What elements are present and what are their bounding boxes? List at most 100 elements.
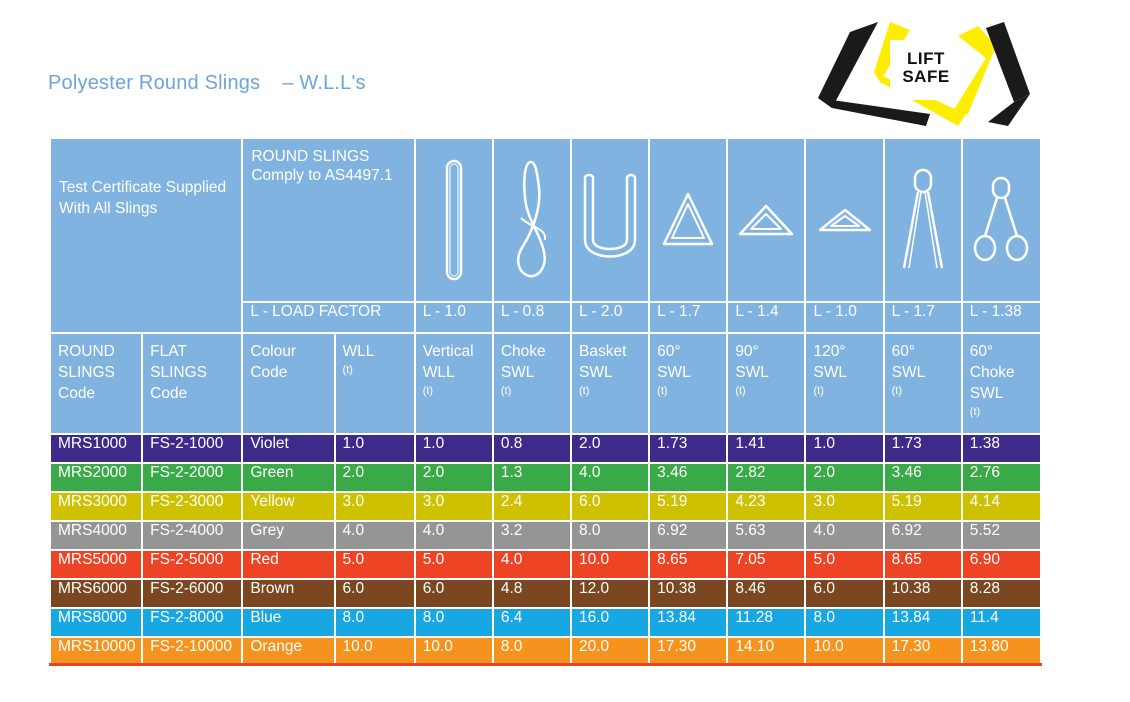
column-header-line: FLAT bbox=[150, 343, 187, 360]
table-cell: 4.0 bbox=[491, 549, 573, 580]
certificate-note: Test Certificate Supplied With All Sling… bbox=[48, 137, 244, 334]
table-cell: 13.84 bbox=[882, 607, 963, 638]
table-cell: Red bbox=[241, 549, 336, 580]
load-factor-cell: L - 2.0 bbox=[569, 301, 651, 334]
table-cell: 11.28 bbox=[726, 607, 807, 638]
choke-sling-icon bbox=[491, 137, 573, 303]
table-cell: 2.82 bbox=[726, 462, 807, 493]
column-header-line: Choke bbox=[969, 364, 1015, 381]
table-cell: MRS2000 bbox=[48, 462, 144, 493]
load-factor-cell: L - 1.7 bbox=[648, 301, 729, 334]
table-cell: 2.0 bbox=[413, 462, 494, 493]
column-header-line: 60° bbox=[657, 343, 681, 360]
table-cell: 6.0 bbox=[413, 578, 494, 609]
table-cell: MRS6000 bbox=[48, 578, 144, 609]
table-cell: 6.4 bbox=[491, 607, 573, 638]
table-row: MRS10000 FS-2-10000 Orange 10.0 10.0 8.0 20.0 1… bbox=[48, 636, 1043, 667]
page-title: Polyester Round Slings – W.L.L's bbox=[48, 72, 366, 95]
table-cell: 4.14 bbox=[960, 491, 1043, 522]
column-header: Basket SWL (t) bbox=[569, 332, 651, 435]
column-header: 60° SWL (t) bbox=[882, 332, 963, 435]
table-cell: Grey bbox=[241, 520, 336, 551]
column-header-line: SWL bbox=[735, 364, 769, 381]
table-cell: 8.65 bbox=[882, 549, 963, 580]
table-cell: 2.0 bbox=[333, 462, 416, 493]
table-cell: MRS3000 bbox=[48, 491, 144, 522]
table-cell: 2.0 bbox=[569, 433, 651, 464]
table-cell: Blue bbox=[241, 607, 336, 638]
column-header-line: Code bbox=[58, 385, 96, 402]
column-header-line: WLL bbox=[342, 343, 375, 360]
title-sub: – W.L.L's bbox=[282, 72, 366, 94]
column-header-line: SWL bbox=[813, 364, 848, 381]
column-header: Choke SWL (t) bbox=[491, 332, 573, 435]
table-cell: 3.0 bbox=[804, 491, 885, 522]
table-cell: 1.3 bbox=[491, 462, 573, 493]
load-factor-cell: L - 1.38 bbox=[960, 301, 1043, 334]
column-unit: (t) bbox=[500, 385, 512, 397]
logo-text: LIFT SAFE bbox=[894, 50, 958, 86]
table-cell: 5.0 bbox=[333, 549, 416, 580]
table-cell: 4.0 bbox=[333, 520, 416, 551]
table-cell: 5.63 bbox=[726, 520, 807, 551]
table-cell: 8.0 bbox=[491, 636, 573, 667]
table-cell: 8.0 bbox=[333, 607, 416, 638]
table-cell: 1.73 bbox=[882, 433, 963, 464]
column-header-line: Vertical bbox=[422, 343, 474, 360]
table-row: MRS5000 FS-2-5000 Red 5.0 5.0 4.0 10.0 8.65 7.05… bbox=[48, 549, 1043, 580]
column-header: FLAT SLINGS Code bbox=[141, 332, 244, 435]
table-cell: Green bbox=[241, 462, 336, 493]
table-row: MRS1000 FS-2-1000 Violet 1.0 1.0 0.8 2.0 1.73 1.… bbox=[48, 433, 1043, 464]
column-header-line: 60° bbox=[969, 343, 994, 360]
logo-line1: LIFT bbox=[907, 49, 945, 68]
table-cell: 11.4 bbox=[960, 607, 1043, 638]
basket-sling-icon bbox=[569, 137, 651, 303]
sling-wll-table: Test Certificate Supplied With All Sling… bbox=[48, 137, 1043, 667]
table-cell: 10.38 bbox=[648, 578, 729, 609]
table-cell: MRS10000 bbox=[48, 636, 144, 667]
column-header-line: Code bbox=[250, 364, 288, 381]
vertical-sling-icon bbox=[413, 137, 494, 303]
table-cell: 5.0 bbox=[413, 549, 494, 580]
table-cell: FS-2-8000 bbox=[141, 607, 244, 638]
column-header-line: Code bbox=[150, 385, 188, 402]
column-header: ROUND SLINGS Code bbox=[48, 332, 144, 435]
column-header-line: ROUND bbox=[58, 343, 115, 360]
table-cell: 3.2 bbox=[491, 520, 573, 551]
60-degree-sling-icon bbox=[648, 137, 729, 303]
table-cell: FS-2-6000 bbox=[141, 578, 244, 609]
table-cell: FS-2-2000 bbox=[141, 462, 244, 493]
table-row: MRS3000 FS-2-3000 Yellow 3.0 3.0 2.4 6.0 5.19 4.… bbox=[48, 491, 1043, 522]
table-cell: 3.46 bbox=[882, 462, 963, 493]
table-cell: 5.19 bbox=[648, 491, 729, 522]
table-row: MRS2000 FS-2-2000 Green 2.0 2.0 1.3 4.0 3.46 2.8… bbox=[48, 462, 1043, 493]
table-cell: 8.28 bbox=[960, 578, 1043, 609]
table-cell: 17.30 bbox=[648, 636, 729, 667]
column-header: Colour Code bbox=[241, 332, 336, 435]
table-cell: 6.0 bbox=[333, 578, 416, 609]
table-cell: MRS4000 bbox=[48, 520, 144, 551]
table-cell: FS-2-10000 bbox=[141, 636, 244, 667]
column-header-line: SLINGS bbox=[58, 364, 115, 381]
120-degree-sling-icon bbox=[804, 137, 885, 303]
round-slings-heading: ROUND SLINGS Comply to AS4497.1 bbox=[241, 137, 416, 303]
column-header-line: SWL bbox=[657, 364, 691, 381]
table-cell: FS-2-1000 bbox=[141, 433, 244, 464]
table-cell: 1.73 bbox=[648, 433, 729, 464]
table-cell: 2.4 bbox=[491, 491, 573, 522]
table-cell: 2.0 bbox=[804, 462, 885, 493]
table-cell: 4.0 bbox=[413, 520, 494, 551]
table-row: MRS6000 FS-2-6000 Brown 6.0 6.0 4.8 12.0 10.38 8… bbox=[48, 578, 1043, 609]
table-cell: 12.0 bbox=[569, 578, 651, 609]
column-header-line: Basket bbox=[579, 343, 627, 360]
round-slings-comply: Comply to AS4497.1 bbox=[251, 167, 393, 184]
table-cell: FS-2-3000 bbox=[141, 491, 244, 522]
column-header-line: SWL bbox=[500, 364, 535, 381]
load-factor-label: L - LOAD FACTOR bbox=[241, 301, 416, 334]
table-cell: 3.0 bbox=[333, 491, 416, 522]
table-cell: 4.0 bbox=[804, 520, 885, 551]
table-cell: MRS8000 bbox=[48, 607, 144, 638]
column-unit: (t) bbox=[657, 385, 668, 397]
column-header-line: SWL bbox=[579, 364, 613, 381]
table-cell: Orange bbox=[241, 636, 336, 667]
